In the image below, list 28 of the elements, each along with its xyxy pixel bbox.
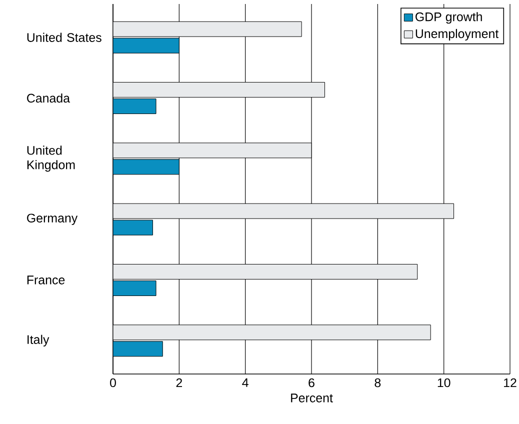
legend-label: GDP growth xyxy=(416,12,482,24)
y-tick-label: Italy xyxy=(28,334,50,346)
x-tick-label: 4 xyxy=(242,378,248,387)
bar xyxy=(113,142,312,158)
bar xyxy=(113,38,180,54)
bar xyxy=(113,220,153,236)
y-tick-label: United Kingdom xyxy=(27,146,75,172)
bar xyxy=(113,264,418,280)
bar xyxy=(113,203,454,219)
y-tick-label: United States xyxy=(27,32,102,42)
bar xyxy=(113,98,156,114)
x-tick-label: 8 xyxy=(374,378,381,388)
y-tick-label: Germany xyxy=(27,214,78,225)
bar xyxy=(113,21,302,37)
x-tick-label: 2 xyxy=(176,378,182,388)
legend-label: Unemployment xyxy=(416,28,499,41)
bar xyxy=(113,82,325,98)
x-tick-label: 10 xyxy=(438,378,450,388)
bar xyxy=(113,341,163,357)
bar xyxy=(113,159,180,175)
bar xyxy=(113,324,431,340)
bar xyxy=(113,280,156,296)
x-axis-title: Percent xyxy=(291,394,333,402)
x-tick-label: 0 xyxy=(110,378,116,388)
y-tick-label: France xyxy=(27,276,65,284)
x-tick-label: 6 xyxy=(308,378,314,388)
y-tick-label: Canada xyxy=(27,93,70,103)
x-tick-label: 12 xyxy=(504,378,516,388)
